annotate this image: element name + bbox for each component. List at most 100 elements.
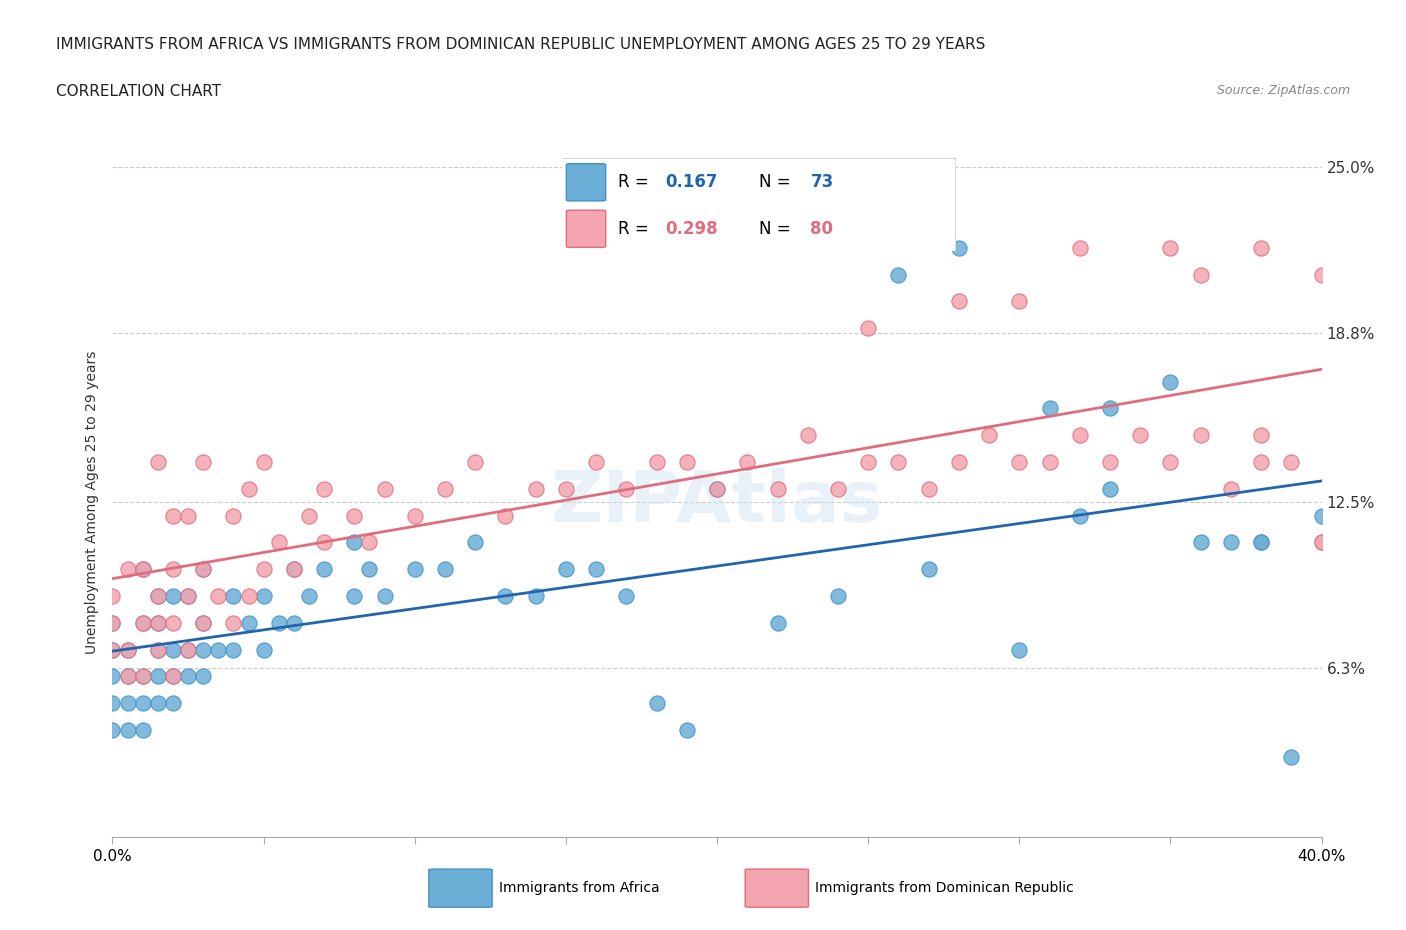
Point bbox=[191, 616, 214, 631]
Point bbox=[1069, 428, 1091, 443]
Point bbox=[283, 616, 305, 631]
Point bbox=[146, 616, 169, 631]
Point bbox=[146, 589, 169, 604]
Point bbox=[117, 669, 139, 684]
Point bbox=[616, 589, 638, 604]
Point bbox=[585, 455, 607, 470]
Point bbox=[1250, 535, 1272, 550]
Point bbox=[117, 669, 139, 684]
Point bbox=[887, 267, 910, 282]
Point bbox=[162, 669, 184, 684]
Point bbox=[359, 535, 381, 550]
Point bbox=[117, 696, 139, 711]
Point bbox=[222, 616, 245, 631]
Point bbox=[101, 642, 124, 657]
Point bbox=[856, 321, 880, 336]
FancyBboxPatch shape bbox=[745, 869, 808, 908]
Point bbox=[706, 482, 728, 497]
Point bbox=[433, 482, 456, 497]
Point bbox=[146, 696, 169, 711]
Text: R =: R = bbox=[617, 173, 654, 192]
Point bbox=[495, 589, 517, 604]
Point bbox=[1008, 294, 1031, 309]
Text: CORRELATION CHART: CORRELATION CHART bbox=[56, 84, 221, 99]
Text: N =: N = bbox=[759, 173, 796, 192]
Point bbox=[253, 642, 276, 657]
Point bbox=[117, 642, 139, 657]
Point bbox=[524, 589, 547, 604]
FancyBboxPatch shape bbox=[558, 158, 956, 252]
Point bbox=[191, 455, 214, 470]
Point bbox=[132, 669, 155, 684]
Point bbox=[162, 589, 184, 604]
Text: 0.298: 0.298 bbox=[665, 219, 717, 238]
Point bbox=[101, 616, 124, 631]
Point bbox=[1189, 267, 1212, 282]
Point bbox=[222, 589, 245, 604]
Text: Source: ZipAtlas.com: Source: ZipAtlas.com bbox=[1216, 84, 1350, 97]
Point bbox=[1159, 455, 1181, 470]
Text: Immigrants from Dominican Republic: Immigrants from Dominican Republic bbox=[815, 881, 1074, 896]
Point bbox=[101, 723, 124, 737]
Point bbox=[267, 616, 290, 631]
Point bbox=[827, 589, 849, 604]
Point bbox=[162, 562, 184, 577]
Point bbox=[1250, 240, 1272, 255]
Point bbox=[645, 696, 668, 711]
Point bbox=[191, 616, 214, 631]
Point bbox=[495, 508, 517, 523]
Point bbox=[132, 669, 155, 684]
Point bbox=[117, 562, 139, 577]
Text: Immigrants from Africa: Immigrants from Africa bbox=[499, 881, 659, 896]
Text: IMMIGRANTS FROM AFRICA VS IMMIGRANTS FROM DOMINICAN REPUBLIC UNEMPLOYMENT AMONG : IMMIGRANTS FROM AFRICA VS IMMIGRANTS FRO… bbox=[56, 37, 986, 52]
Point bbox=[132, 616, 155, 631]
Point bbox=[191, 642, 214, 657]
Point bbox=[101, 669, 124, 684]
Point bbox=[1129, 428, 1152, 443]
Point bbox=[1189, 535, 1212, 550]
Point bbox=[314, 562, 336, 577]
Point bbox=[146, 616, 169, 631]
Point bbox=[207, 642, 229, 657]
Text: N =: N = bbox=[759, 219, 796, 238]
Point bbox=[146, 642, 169, 657]
Point bbox=[146, 642, 169, 657]
Point bbox=[1008, 455, 1031, 470]
Point bbox=[1098, 482, 1121, 497]
Point bbox=[1310, 535, 1333, 550]
Point bbox=[162, 696, 184, 711]
Point bbox=[298, 589, 321, 604]
Point bbox=[162, 508, 184, 523]
Point bbox=[146, 455, 169, 470]
Point bbox=[1159, 240, 1181, 255]
Point bbox=[132, 562, 155, 577]
Point bbox=[675, 455, 697, 470]
Point bbox=[737, 455, 759, 470]
Point bbox=[977, 428, 1000, 443]
Point bbox=[162, 669, 184, 684]
Point bbox=[766, 616, 789, 631]
Point bbox=[1098, 455, 1121, 470]
Point bbox=[464, 535, 486, 550]
Point bbox=[359, 562, 381, 577]
Point bbox=[283, 562, 305, 577]
Point bbox=[918, 482, 941, 497]
Point bbox=[191, 669, 214, 684]
Point bbox=[101, 642, 124, 657]
Point bbox=[1310, 535, 1333, 550]
Text: 73: 73 bbox=[810, 173, 834, 192]
Point bbox=[101, 616, 124, 631]
Point bbox=[101, 696, 124, 711]
Point bbox=[177, 589, 200, 604]
Point bbox=[117, 642, 139, 657]
Point bbox=[238, 482, 260, 497]
Point bbox=[1038, 401, 1062, 416]
Point bbox=[132, 723, 155, 737]
Point bbox=[314, 482, 336, 497]
Point bbox=[404, 106, 426, 121]
Point bbox=[267, 535, 290, 550]
Point bbox=[222, 508, 245, 523]
Point bbox=[1220, 535, 1243, 550]
Point bbox=[948, 294, 970, 309]
Point bbox=[796, 428, 818, 443]
